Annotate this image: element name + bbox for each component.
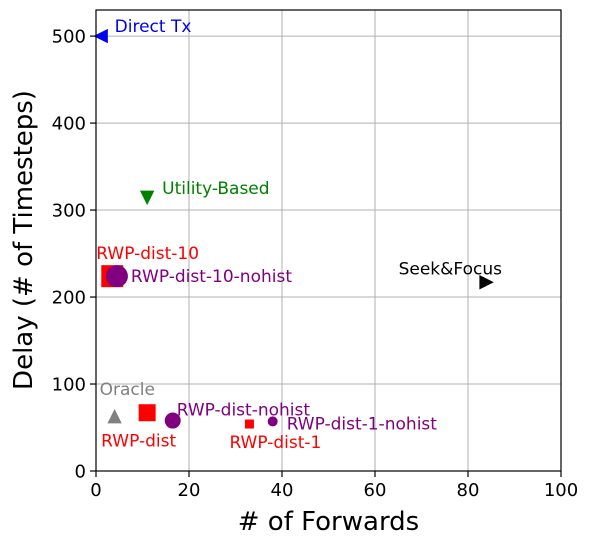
point-rwp-dist-1-nohist <box>267 416 278 427</box>
label-rwp-dist: RWP-dist <box>101 432 176 452</box>
x-tick-label: 100 <box>544 480 578 501</box>
y-tick-label: 500 <box>52 27 86 48</box>
label-rwp-dist-1-nohist: RWP-dist-1-nohist <box>287 414 438 434</box>
label-utility-based: Utility-Based <box>162 179 269 199</box>
point-rwp-dist-10-nohist <box>105 265 128 288</box>
label-rwp-dist-nohist: RWP-dist-nohist <box>177 401 311 421</box>
point-labels: Direct Tx Utility-Based RWP-dist-10 RWP-dis… <box>96 17 502 453</box>
point-direct-tx <box>93 28 108 44</box>
x-tick-label: 20 <box>178 480 201 501</box>
y-tick-label: 0 <box>75 462 86 483</box>
point-utility-based <box>139 190 155 206</box>
data-points <box>93 28 494 429</box>
point-rwp-dist-1 <box>244 419 254 429</box>
y-tick-label: 200 <box>52 288 86 309</box>
y-tick-label: 400 <box>52 114 86 135</box>
label-rwp-dist-10-nohist: RWP-dist-10-nohist <box>131 267 292 287</box>
y-axis-title: Delay (# of Timesteps) <box>9 90 39 390</box>
x-tick-label: 40 <box>271 480 294 501</box>
point-rwp-dist <box>138 404 156 422</box>
label-rwp-dist-1: RWP-dist-1 <box>229 433 321 453</box>
axis-ticks: 0 20 40 60 80 100 0 100 200 300 400 500 <box>52 27 579 501</box>
label-direct-tx: Direct Tx <box>115 17 192 37</box>
label-rwp-dist-10: RWP-dist-10 <box>96 244 199 264</box>
x-tick-label: 0 <box>90 480 101 501</box>
label-seek-focus: Seek&Focus <box>399 259 503 279</box>
x-tick-label: 80 <box>457 480 480 501</box>
point-oracle <box>107 409 122 424</box>
y-tick-label: 100 <box>52 375 86 396</box>
point-seek-focus <box>479 275 494 290</box>
x-tick-label: 60 <box>364 480 387 501</box>
y-tick-label: 300 <box>52 201 86 222</box>
plot-frame <box>95 9 562 472</box>
label-oracle: Oracle <box>100 380 155 400</box>
grid-lines <box>95 10 562 472</box>
x-axis-title: # of Forwards <box>238 507 419 537</box>
point-rwp-dist-nohist <box>164 412 181 429</box>
